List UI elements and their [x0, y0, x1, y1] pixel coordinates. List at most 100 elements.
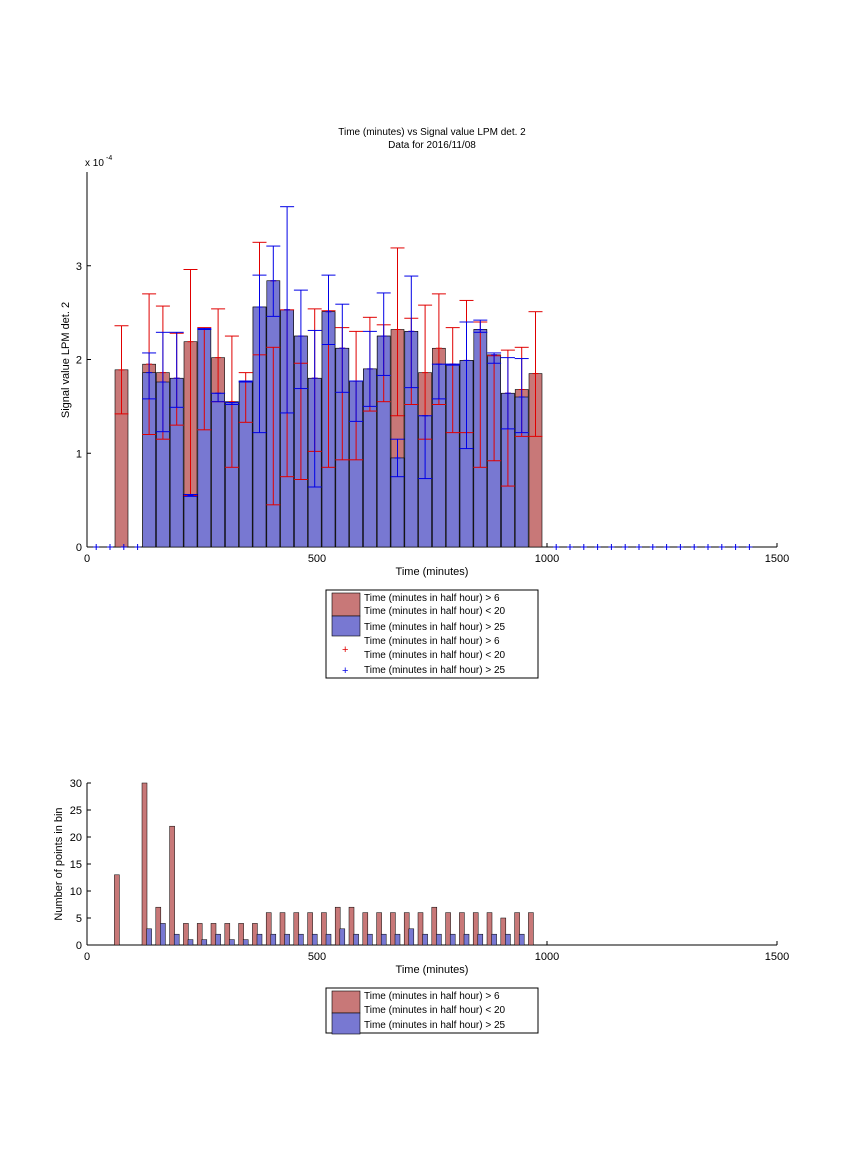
chart2-bar-blue [491, 933, 497, 946]
chart1-zero-marker [705, 544, 711, 550]
chart2-y-axis-label: Number of points in bin [53, 807, 65, 920]
chart2-legend-label-0: Time (minutes in half hour) > 6 [364, 991, 500, 1002]
chart1-zero-marker [746, 544, 753, 550]
chart2-legend: Time (minutes in half hour) > 6 Time (mi… [325, 987, 539, 1035]
chart2-bar-red [376, 912, 382, 946]
chart2-bar-red [348, 906, 355, 946]
chart1-zero-marker [567, 544, 573, 550]
chart2-bar-blue [201, 939, 208, 946]
chart1-legend-label-2: Time (minutes in half hour) > 6 [364, 636, 500, 647]
chart2-bar-blue [256, 933, 263, 946]
chart2-bar-red [486, 912, 493, 946]
chart2-bar-blue [229, 939, 235, 946]
chart2-bar-red [445, 912, 451, 946]
chart2-bar-blue [408, 928, 415, 946]
chart1-y-exponent-power: -4 [106, 155, 112, 162]
chart1-zero-marker [134, 544, 141, 550]
chart2-bar-blue [146, 928, 152, 946]
chart2-bar-blue [477, 933, 484, 946]
chart1-zero-marker [677, 544, 684, 550]
chart2-bar-red [224, 923, 231, 946]
chart2-y-tick-label: 5 [76, 913, 82, 925]
chart2-bar-red [500, 917, 507, 946]
chart2-bar-red [472, 912, 479, 946]
chart2-x-tick-label: 0 [84, 951, 90, 963]
chart1-zero-marker [732, 544, 739, 550]
chart2-bar-blue [311, 933, 318, 946]
chart2-bar-blue [367, 933, 373, 946]
chart2-bar-red [459, 912, 465, 946]
chart2-bar-blue [325, 933, 332, 946]
chart2-x-tick-label: 1500 [765, 951, 789, 963]
chart1-legend-marker-red: + [342, 644, 348, 656]
chart2-bar-red [196, 923, 203, 946]
chart1-zero-marker [691, 544, 698, 550]
chart2-bar-red [169, 825, 175, 946]
chart2-bar-red [514, 912, 520, 946]
chart2-bar-red [252, 923, 258, 946]
chart2-y-tick-label: 30 [70, 778, 82, 790]
chart2-bar-blue [160, 923, 166, 946]
chart2-y-tick-label: 10 [70, 886, 82, 898]
chart1-y-tick-label: 1 [76, 448, 82, 460]
chart2-bar-red [417, 912, 424, 946]
chart2-bar-red [390, 912, 396, 946]
chart1-legend: Time (minutes in half hour) > 6 Time (mi… [325, 589, 539, 679]
chart2-bar-blue [242, 939, 249, 946]
chart1-zero-marker [93, 544, 100, 550]
chart2-bar-red [321, 912, 327, 946]
chart1-zero-marker [594, 544, 601, 550]
chart2-legend-label-1: Time (minutes in half hour) > 25 [364, 1020, 506, 1031]
chart2-y-tick-label: 15 [70, 859, 82, 871]
chart1-y-tick-label: 3 [76, 261, 82, 273]
chart2-bar-blue [284, 933, 290, 946]
chart2-bar-red [403, 912, 410, 946]
chart2-bar-red [528, 912, 534, 946]
chart1-zero-marker [663, 544, 670, 550]
chart2-bar-red [183, 923, 189, 946]
chart1-legend-label-2b: Time (minutes in half hour) < 20 [364, 650, 506, 661]
chart2-bar-blue [422, 933, 428, 946]
chart2-legend-box [325, 987, 539, 1034]
chart2-bar-red [210, 923, 217, 946]
chart1-legend-label-0: Time (minutes in half hour) > 6 [364, 593, 500, 604]
chart2-bar-blue [353, 933, 359, 946]
chart1-bar-blue [211, 392, 225, 548]
chart2-x-tick-label: 500 [308, 951, 326, 963]
chart1-title: Time (minutes) vs Signal value LPM det. … [338, 127, 526, 138]
chart1-plot-area: 0 500 1000 1500 0 1 2 3 [76, 172, 789, 565]
chart1-legend-swatch-red-bar [331, 592, 361, 617]
chart2-y-tick-label: 0 [76, 940, 82, 952]
chart2-bar-red [114, 874, 120, 946]
chart1-y-tick-label: 0 [76, 542, 82, 554]
chart1-zero-marker [608, 544, 615, 550]
chart2-bar-blue [187, 939, 194, 946]
chart1-legend-box [325, 589, 539, 679]
chart2-y-tick-label: 25 [70, 805, 82, 817]
chart2-x-tick-label: 1000 [535, 951, 559, 963]
chart1-zero-marker [718, 544, 725, 550]
chart1-zero-marker [580, 544, 587, 550]
chart1-zero-marker [553, 544, 560, 550]
chart1-zero-marker [636, 544, 642, 550]
chart1-x-axis-label: Time (minutes) [396, 566, 469, 578]
chart1-x-tick-label: 500 [308, 553, 326, 565]
chart1-zero-marker [107, 544, 113, 550]
chart2-bar-blue [173, 933, 180, 946]
chart1-zero-marker [649, 544, 656, 550]
chart2-bar-blue [339, 928, 346, 946]
chart1-legend-marker-blue: + [342, 665, 348, 677]
chart1-legend-label-0b: Time (minutes in half hour) < 20 [364, 606, 506, 617]
chart2-bar-red [362, 912, 369, 946]
chart1-bar-blue [183, 495, 198, 548]
chart2-bar-red [334, 906, 341, 946]
chart2-plot-area: 0 500 1000 1500 0 5 10 15 20 25 30 [70, 778, 789, 963]
chart2-bar-blue [298, 933, 304, 946]
chart2-y-tick-label: 20 [70, 832, 82, 844]
chart2-bar-blue [270, 933, 277, 946]
chart2-bar-red [293, 912, 300, 946]
chart2-bar-blue [215, 933, 221, 946]
